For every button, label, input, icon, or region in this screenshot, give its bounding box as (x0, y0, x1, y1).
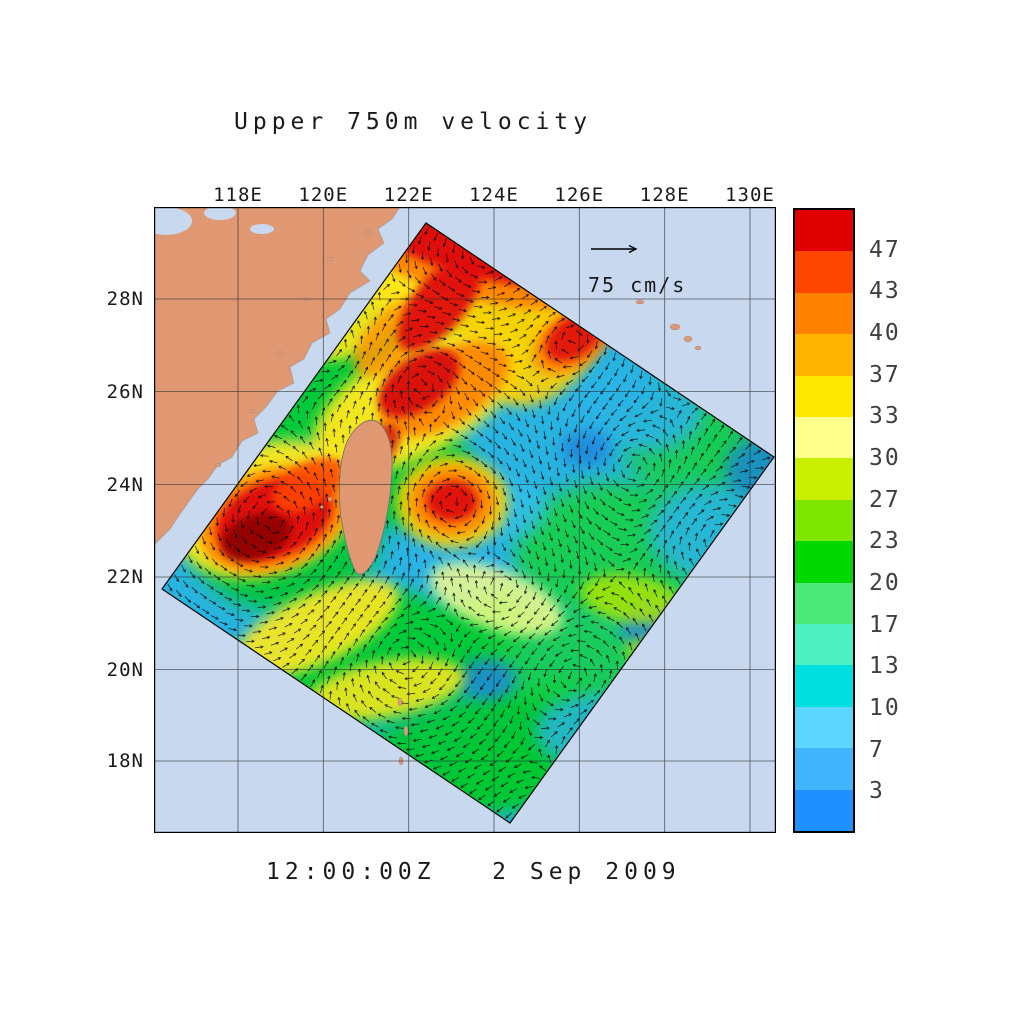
island (683, 335, 693, 343)
colorbar-segment (795, 375, 853, 418)
island (214, 462, 222, 468)
colorbar-segment (795, 789, 853, 832)
mainland-china-landmass (153, 206, 401, 546)
island (635, 299, 645, 305)
map-plot (140, 206, 776, 833)
lon-label: 124E (469, 184, 519, 206)
colorbar-segment (795, 541, 853, 583)
colorbar-segment (795, 665, 853, 707)
graticule (154, 207, 776, 833)
colorbar-label: 23 (869, 528, 901, 555)
timestamp: 12:00:00Z 2 Sep 2009 (266, 859, 681, 885)
island (326, 256, 334, 262)
scale-label: 75 cm/s (588, 273, 687, 297)
colorbar-segment (795, 458, 853, 500)
colorbar-label: 27 (869, 486, 901, 513)
lon-label: 118E (213, 184, 263, 206)
velocity-arrows (167, 227, 771, 819)
colorbar-label: 43 (869, 278, 901, 305)
colorbar-segment (795, 417, 853, 459)
lon-label: 130E (725, 184, 775, 206)
lat-label: 24N (106, 473, 144, 496)
colorbar-segment (795, 251, 853, 293)
lat-label: 22N (106, 566, 144, 588)
colorbar-segment (795, 582, 853, 625)
lon-label: 120E (298, 184, 349, 206)
map-frame (154, 207, 776, 833)
colorbar-label: 3 (869, 778, 885, 805)
page-title: Upper 750m velocity (234, 109, 593, 135)
colorbar (793, 208, 855, 833)
colorbar-segment (795, 748, 853, 790)
taiwan-island (339, 419, 393, 575)
colorbar-label: 10 (869, 695, 901, 721)
landmasses (140, 206, 702, 766)
colorbar-label: 37 (869, 361, 901, 388)
island (363, 230, 373, 236)
island (397, 697, 403, 707)
colorbar-segment (795, 706, 853, 749)
lat-label: 26N (106, 380, 144, 403)
colorbar-label: 17 (869, 611, 901, 638)
island (276, 350, 284, 356)
colorbar-label: 7 (869, 736, 885, 763)
scale-arrow-icon (591, 244, 638, 254)
lon-label: 122E (383, 184, 434, 206)
colorbar-label: 40 (869, 320, 901, 346)
lon-label: 126E (554, 184, 605, 206)
swath-outline (161, 222, 775, 824)
lon-label: 128E (639, 184, 690, 206)
colorbar-label: 13 (869, 653, 901, 680)
colorbar-label: 30 (869, 445, 901, 471)
island (669, 323, 681, 331)
colorbar-segment (795, 499, 853, 542)
colorbar-segment (795, 334, 853, 376)
lat-label: 20N (106, 658, 144, 681)
colorbar-label: 33 (869, 403, 901, 430)
map-canvas (140, 206, 776, 833)
colorbar-label: 20 (869, 570, 901, 596)
colorbar-label: 47 (869, 236, 901, 263)
lat-label: 28N (106, 288, 144, 310)
island (327, 496, 333, 502)
lat-label: 18N (106, 750, 144, 772)
colorbar-segment (795, 210, 853, 252)
island (403, 725, 409, 737)
island (248, 408, 256, 414)
island (694, 345, 702, 351)
colorbar-segment (795, 624, 853, 666)
colorbar-segment (795, 292, 853, 335)
